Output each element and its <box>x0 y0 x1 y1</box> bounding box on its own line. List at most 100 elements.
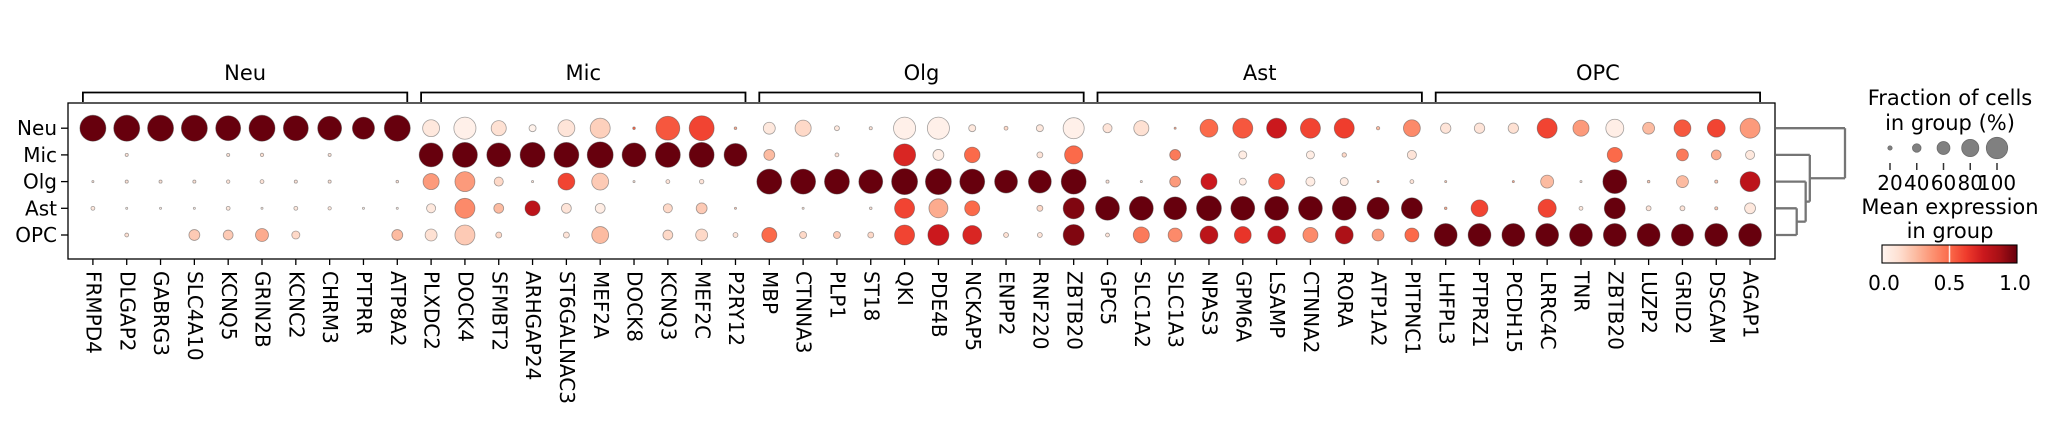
dot-neu-slc4a10 <box>180 114 208 142</box>
dot-neu-plp1 <box>834 125 840 132</box>
dot-neu-pcdh15 <box>1507 122 1519 134</box>
dot-olg-gpm6a <box>1238 177 1247 186</box>
dot-neu-sfmbt2 <box>490 120 507 137</box>
gene-label-ptprr: PTPRR <box>352 271 376 335</box>
dot-olg-plxdc2 <box>422 173 440 191</box>
gene-label-dlgap2: DLGAP2 <box>115 271 139 352</box>
dot-ast-rora <box>1331 195 1357 221</box>
dot-neu-rora <box>1333 117 1355 139</box>
dot-neu-st18 <box>868 126 873 131</box>
gene-label-p2ry12: P2RY12 <box>724 271 748 346</box>
dot-ast-gpm6a <box>1230 195 1256 221</box>
dot-olg-ctnna3 <box>790 168 817 195</box>
dot-opc-grin2b <box>255 228 269 242</box>
dot-mic-dock4 <box>452 142 478 168</box>
dot-olg-zbtb20 <box>1602 169 1628 194</box>
colorbar-title-line1: Mean expression <box>1861 195 2038 219</box>
dot-ast-chrm3 <box>327 206 332 211</box>
dot-neu-zbtb20 <box>1062 117 1085 140</box>
dot-olg-grin2b <box>259 179 265 184</box>
dot-olg-dock8 <box>632 180 636 184</box>
dot-olg-rora <box>1339 177 1349 187</box>
dot-mic-qki <box>893 143 917 167</box>
dot-neu-grin2b <box>248 114 276 142</box>
dot-opc-rnf220 <box>1036 232 1043 238</box>
gene-label-npas3: NPAS3 <box>1198 271 1222 336</box>
dot-mic-zbtb20 <box>1606 146 1623 163</box>
dot-neu-rnf220 <box>1035 124 1044 133</box>
gene-label-ptprz1: PTPRZ1 <box>1468 271 1492 348</box>
dot-opc-st6galnac3 <box>562 231 570 239</box>
dot-ast-pde4b <box>928 198 949 219</box>
size-legend-dot-40 <box>1912 143 1922 153</box>
dot-olg-slc1a3 <box>1169 175 1182 188</box>
dot-olg-slc4a10 <box>192 179 197 184</box>
dot-ast-pitpnc1 <box>1400 197 1423 220</box>
dot-ast-grin2b <box>260 206 264 210</box>
dot-olg-dscam <box>1714 179 1719 184</box>
dot-neu-enpp2 <box>1003 125 1009 131</box>
dot-opc-dscam <box>1704 223 1729 247</box>
dot-olg-pcdh15 <box>1511 180 1515 184</box>
dot-olg-st6galnac3 <box>557 172 576 191</box>
dot-ast-st18 <box>869 206 873 210</box>
dot-ast-gpc5 <box>1095 195 1120 221</box>
dot-opc-dlgap2 <box>124 232 130 238</box>
gene-label-slc1a3: SLC1A3 <box>1164 271 1188 348</box>
dot-ast-mef2c <box>695 202 708 215</box>
dot-opc-atp8a2 <box>391 229 404 241</box>
gene-label-qki: QKI <box>893 271 917 306</box>
dot-olg-luzp2 <box>1646 179 1651 184</box>
dot-olg-pde4b <box>925 168 952 196</box>
dot-ast-zbtb20 <box>1062 197 1085 220</box>
dot-ast-grid2 <box>1679 205 1686 212</box>
dot-ast-st6galnac3 <box>561 202 572 214</box>
dot-mic-plxdc2 <box>418 142 444 168</box>
dot-olg-frmpd4 <box>91 180 95 184</box>
dot-opc-st18 <box>867 231 875 239</box>
dot-opc-pcdh15 <box>1501 223 1526 247</box>
gene-label-zbtb20: ZBTB20 <box>1062 271 1086 350</box>
dot-opc-mef2c <box>695 228 709 242</box>
dot-neu-slc1a2 <box>1133 120 1150 137</box>
size-legend-dot-80 <box>1961 139 1980 157</box>
dot-opc-ctnna3 <box>799 231 808 239</box>
dot-opc-lsamp <box>1267 225 1286 245</box>
dot-olg-tnr <box>1579 180 1583 184</box>
dot-neu-plxdc2 <box>422 119 440 138</box>
dot-neu-nckap5 <box>968 124 977 133</box>
gene-label-pde4b: PDE4B <box>927 271 951 338</box>
dot-ast-npas3 <box>1196 195 1222 222</box>
dot-neu-tnr <box>1572 119 1590 137</box>
row-label-olg: Olg <box>23 170 57 194</box>
dot-ast-lsamp <box>1264 195 1289 221</box>
dot-ast-slc1a3 <box>1163 196 1187 221</box>
group-bracket-neu <box>82 91 409 102</box>
dot-mic-dscam <box>1710 149 1722 161</box>
group-bracket-opc <box>1434 91 1761 102</box>
dot-neu-chrm3 <box>317 115 343 141</box>
dot-mic-zbtb20 <box>1064 145 1084 165</box>
gene-label-plp1: PLP1 <box>826 271 850 319</box>
gene-label-enpp2: ENPP2 <box>995 271 1019 335</box>
row-label-ast: Ast <box>25 196 57 220</box>
dot-mic-grin2b <box>259 152 265 157</box>
dot-neu-dock4 <box>453 116 477 140</box>
dot-mic-kcnq3 <box>654 142 681 168</box>
dot-neu-p2ry12 <box>733 126 738 130</box>
gene-label-frmpd4: FRMPD4 <box>82 271 106 354</box>
dot-olg-atp1a2 <box>1376 180 1380 184</box>
dot-olg-plp1 <box>824 168 850 195</box>
dot-olg-rnf220 <box>1028 169 1052 194</box>
gene-label-lhfpl3: LHFPL3 <box>1434 271 1458 345</box>
column-axis: FRMPD4 DLGAP2 GABRG3 SLC4A10 KCNQ5 GRIN2B KCNC… <box>82 259 1763 404</box>
dot-opc-tnr <box>1569 223 1593 247</box>
dot-opc-slc4a10 <box>188 229 201 241</box>
dot-neu-dscam <box>1706 118 1726 138</box>
dot-opc-ptprz1 <box>1467 223 1492 247</box>
gene-label-ctnna2: CTNNA2 <box>1299 271 1323 354</box>
dot-ast-ptprr <box>362 206 365 210</box>
dot-olg-ctnna2 <box>1305 176 1316 187</box>
dot-neu-st6galnac3 <box>557 119 576 138</box>
